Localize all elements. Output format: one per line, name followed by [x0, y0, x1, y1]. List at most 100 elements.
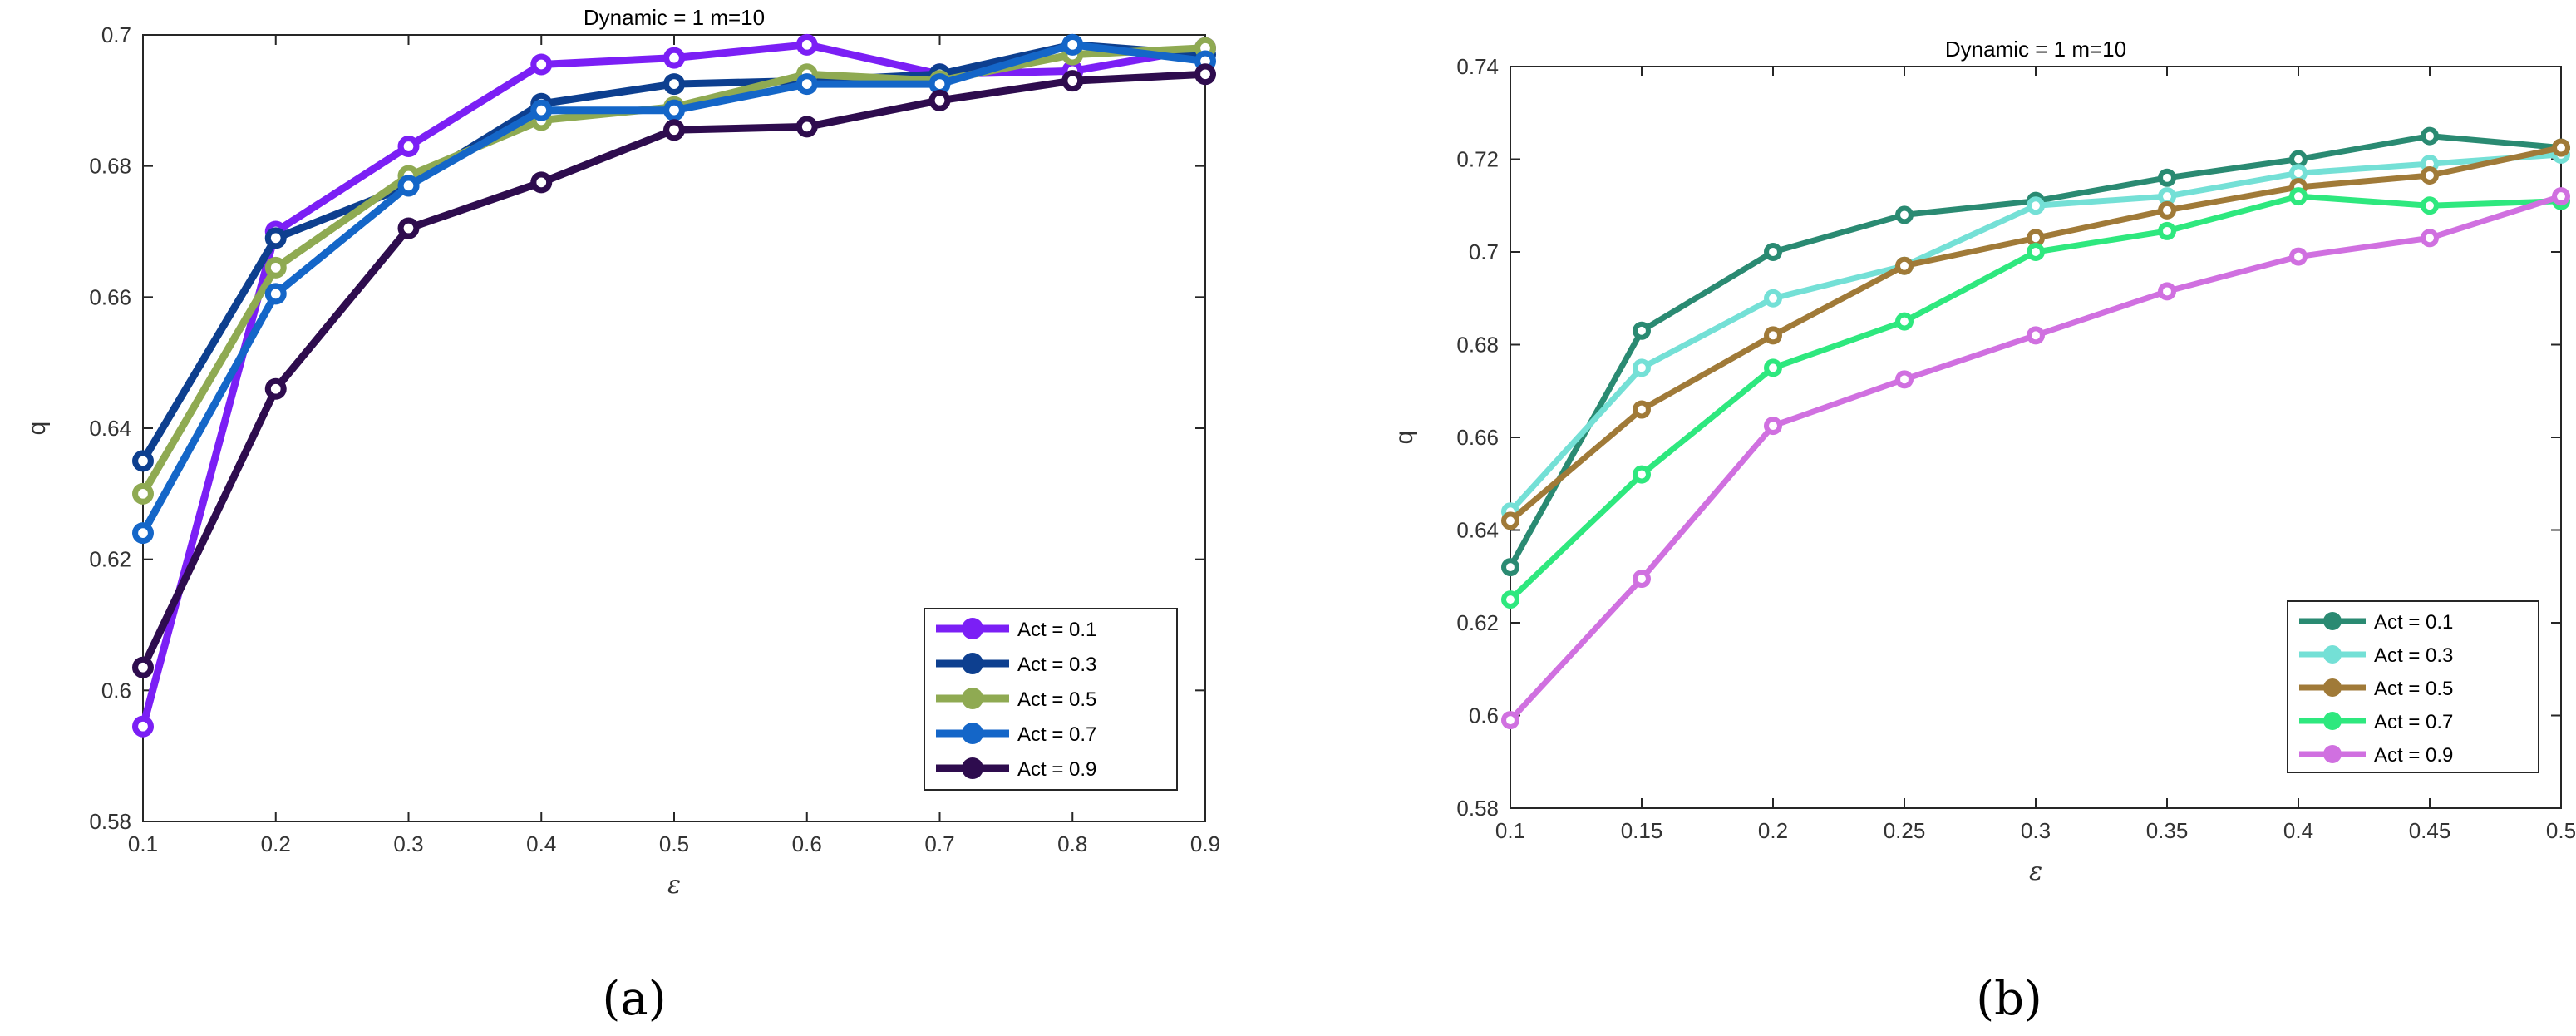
y-tick-label: 0.58 — [89, 809, 131, 834]
data-point-center — [1200, 42, 1210, 53]
data-point-center — [2163, 173, 2171, 182]
x-tick-label: 0.1 — [128, 831, 158, 856]
legend-marker — [2323, 712, 2342, 730]
y-tick-label: 0.62 — [89, 547, 131, 572]
data-point-center — [1067, 76, 1078, 86]
data-point-center — [1200, 56, 1210, 67]
legend-marker — [2323, 612, 2342, 630]
x-tick-label: 0.2 — [1758, 818, 1788, 843]
data-point-center — [1506, 716, 1515, 725]
y-tick-label: 0.7 — [1469, 239, 1499, 264]
data-point-center — [1506, 516, 1515, 525]
data-point-center — [1769, 294, 1777, 303]
y-tick-label: 0.62 — [1456, 610, 1499, 635]
data-point-center — [270, 233, 281, 244]
y-axis-label: q — [23, 422, 51, 436]
series-4 — [1501, 187, 2570, 609]
legend: Act = 0.1 Act = 0.3 Act = 0.5 Act = 0.7 Act … — [2287, 600, 2539, 773]
y-tick-label: 0.68 — [89, 154, 131, 179]
x-tick-label: 0.6 — [792, 831, 822, 856]
x-tick-label: 0.25 — [1884, 818, 1926, 843]
data-point-center — [2426, 131, 2434, 141]
data-point-center — [2294, 192, 2303, 201]
data-point-center — [1769, 248, 1777, 256]
data-point-center — [2032, 248, 2040, 256]
data-point-center — [270, 289, 281, 299]
y-tick-label: 0.68 — [1456, 333, 1499, 358]
series-3 — [1501, 138, 2570, 530]
legend-label: Act = 0.5 — [1017, 688, 1096, 711]
legend-marker — [962, 688, 983, 709]
data-point-center — [138, 528, 148, 538]
legend-marker — [962, 653, 983, 674]
data-point-center — [2032, 331, 2040, 340]
data-point-center — [934, 79, 945, 89]
data-point-center — [2294, 252, 2303, 261]
chart-title: Dynamic = 1 m=10 — [584, 5, 765, 30]
data-point-center — [934, 95, 945, 106]
data-point-center — [2163, 205, 2171, 215]
data-point-center — [2032, 201, 2040, 210]
data-point-center — [801, 121, 812, 132]
data-point-center — [1506, 563, 1515, 572]
x-tick-label: 0.3 — [393, 831, 423, 856]
x-axis-label: ε — [667, 871, 681, 900]
data-point-center — [1506, 595, 1515, 604]
data-point-center — [801, 79, 812, 89]
panel-label: (b) — [1976, 972, 2042, 1026]
x-tick-label: 0.45 — [2409, 818, 2451, 843]
panel-label: (a) — [602, 972, 666, 1026]
legend-marker — [962, 757, 983, 779]
data-point-center — [138, 488, 148, 499]
data-point-center — [2426, 171, 2434, 180]
x-tick-label: 0.5 — [659, 831, 689, 856]
legend-label: Act = 0.3 — [2374, 644, 2453, 667]
data-point-center — [1638, 470, 1646, 479]
x-tick-label: 0.2 — [261, 831, 291, 856]
data-point-center — [2557, 143, 2565, 152]
x-tick-label: 0.9 — [1190, 831, 1220, 856]
legend-marker — [2323, 645, 2342, 664]
legend-marker — [2323, 678, 2342, 697]
chart-title: Dynamic = 1 m=10 — [1945, 37, 2126, 62]
x-tick-label: 0.15 — [1621, 818, 1663, 843]
legend-label: Act = 0.3 — [1017, 654, 1096, 676]
series-5 — [132, 63, 1216, 678]
x-axis-label: ε — [2029, 857, 2042, 886]
data-point-center — [1769, 363, 1777, 372]
x-tick-label: 0.4 — [2283, 818, 2313, 843]
data-point-center — [138, 456, 148, 466]
data-point-center — [1769, 422, 1777, 431]
legend-label: Act = 0.9 — [1017, 758, 1096, 781]
y-tick-label: 0.74 — [1456, 54, 1499, 79]
data-point-center — [1900, 375, 1909, 384]
data-point-center — [1638, 363, 1646, 372]
data-point-center — [669, 79, 679, 89]
y-tick-label: 0.66 — [89, 284, 131, 309]
x-tick-label: 0.35 — [2146, 818, 2189, 843]
y-axis-label: q — [1391, 431, 1418, 445]
legend-label: Act = 0.7 — [1017, 723, 1096, 746]
legend: Act = 0.1 Act = 0.3 Act = 0.5 Act = 0.7 Act … — [924, 608, 1178, 791]
data-point-center — [669, 52, 679, 63]
data-point-center — [270, 263, 281, 273]
data-point-center — [1638, 575, 1646, 583]
data-point-center — [403, 141, 414, 151]
x-tick-label: 0.5 — [2546, 818, 2576, 843]
data-point-center — [2032, 234, 2040, 243]
data-point-center — [2426, 160, 2434, 169]
data-point-center — [669, 105, 679, 116]
data-point-center — [1900, 317, 1909, 326]
y-tick-label: 0.64 — [89, 416, 131, 441]
legend-label: Act = 0.5 — [2374, 678, 2453, 700]
data-point-center — [1900, 261, 1909, 270]
data-point-center — [2426, 201, 2434, 210]
legend-marker — [962, 723, 983, 744]
y-tick-label: 0.7 — [101, 22, 131, 47]
legend-marker — [962, 618, 983, 639]
y-tick-label: 0.66 — [1456, 425, 1499, 450]
x-tick-label: 0.3 — [2021, 818, 2051, 843]
data-point-center — [801, 39, 812, 50]
series-5 — [1501, 187, 2570, 730]
x-tick-label: 0.8 — [1057, 831, 1087, 856]
